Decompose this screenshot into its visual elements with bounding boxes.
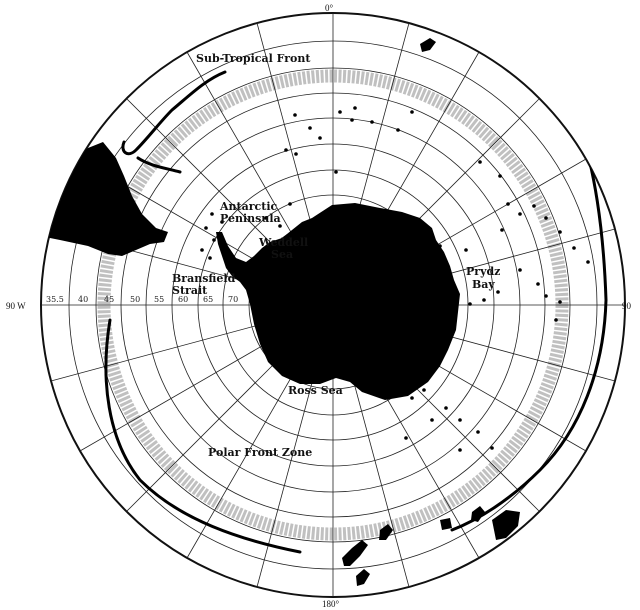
latitude-tick-labels: 35.5 40 45 50 55 60 65 70 xyxy=(46,295,238,304)
label-bransfield-strait-1: Bransfield xyxy=(172,272,236,285)
edge-label-left: 90 W xyxy=(6,301,26,311)
subtropical-front-line xyxy=(121,70,227,156)
lat-tick: 65 xyxy=(203,295,213,304)
edge-label-right: 90 xyxy=(622,301,632,311)
label-prydz-bay-1: Prydz xyxy=(466,265,500,278)
edge-label-top: 0° xyxy=(325,3,334,13)
antarctica-landmass xyxy=(216,203,460,400)
lat-tick: 35.5 xyxy=(46,295,64,304)
lat-tick: 60 xyxy=(178,295,188,304)
polar-front-line-west xyxy=(104,318,302,554)
station-points xyxy=(200,106,590,452)
label-antarctic-peninsula-1: Antarctic xyxy=(219,200,277,213)
lat-tick: 55 xyxy=(154,295,164,304)
label-ross-sea: Ross Sea xyxy=(288,384,343,397)
label-bransfield-strait-2: Strait xyxy=(172,284,208,297)
edge-labels: 0° 90 W 90 180° xyxy=(6,3,632,609)
map-labels: Sub-Tropical Front Antarctic Peninsula W… xyxy=(172,52,500,459)
edge-label-bottom: 180° xyxy=(322,599,340,609)
label-weddell-sea-1: Weddell xyxy=(258,236,308,249)
label-antarctic-peninsula-2: Peninsula xyxy=(220,212,281,225)
lat-tick: 45 xyxy=(104,295,114,304)
lat-tick: 70 xyxy=(228,295,238,304)
label-polar-front-zone: Polar Front Zone xyxy=(208,446,312,459)
label-weddell-sea-2: Sea xyxy=(271,248,293,261)
label-prydz-bay-2: Bay xyxy=(472,278,495,291)
lat-tick: 50 xyxy=(130,295,140,304)
lat-tick: 40 xyxy=(78,295,88,304)
label-subtropical-front: Sub-Tropical Front xyxy=(196,52,311,65)
